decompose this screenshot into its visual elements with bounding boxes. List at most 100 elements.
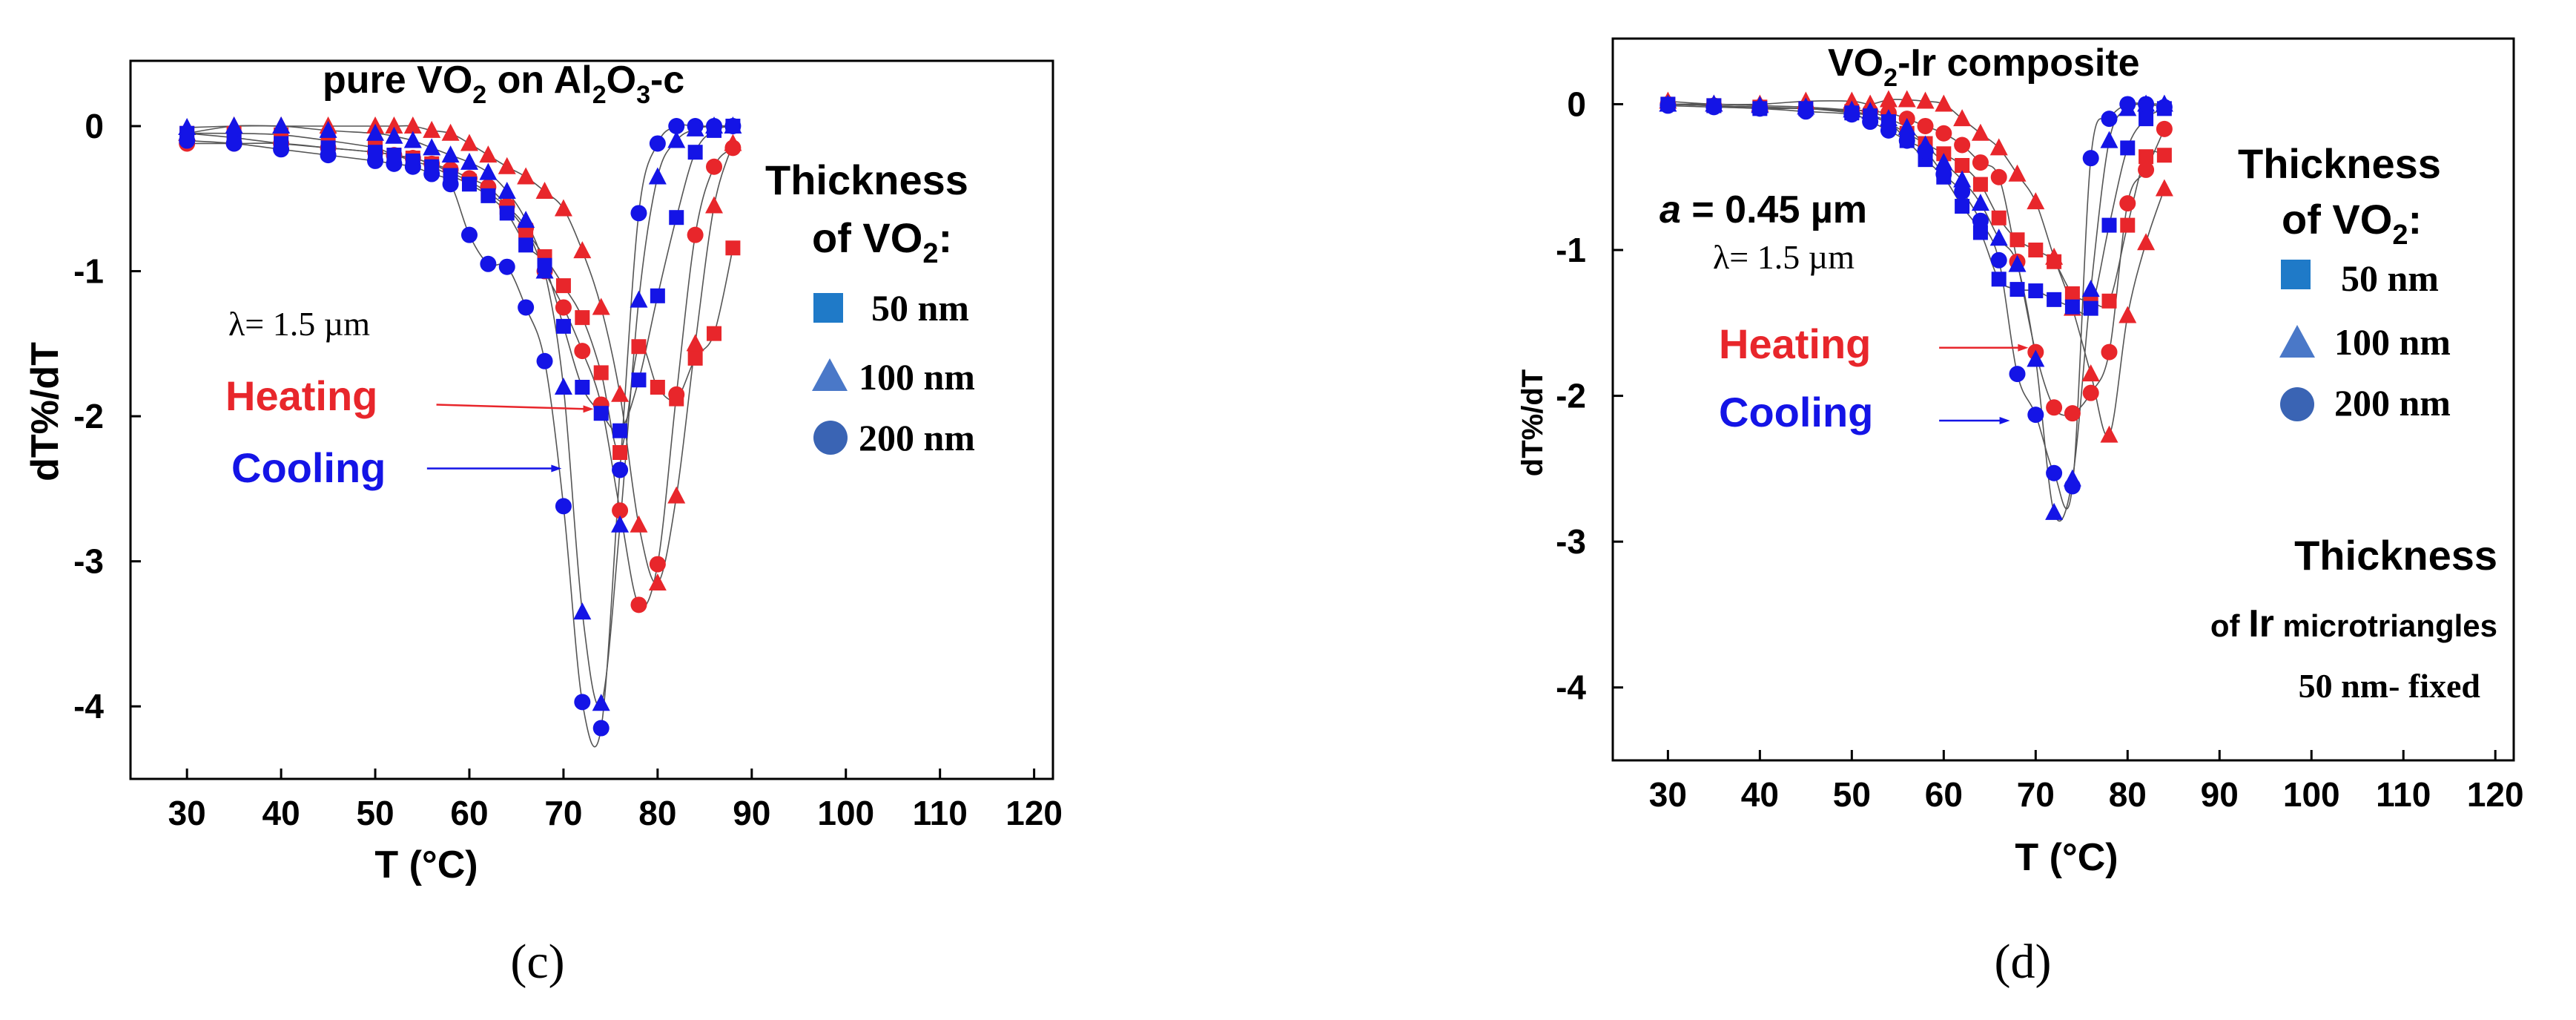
data-point-triangle	[385, 116, 403, 134]
x-axis-ticks: 30 40 50 60 70 80 90 100 110 120	[168, 769, 1063, 832]
data-point-triangle	[1953, 170, 1972, 188]
x-tick-label: 80	[2109, 775, 2147, 814]
data-point-circle	[1751, 100, 1768, 117]
legend-title-part: of VO	[2282, 196, 2392, 243]
annotation-arrows	[1939, 343, 2029, 425]
data-point-triangle	[1879, 90, 1898, 108]
chart-panel-d: 30 40 50 60 70 80 90 100 110 120 0 -1 -2 -3 -4 T (°C)…	[1516, 37, 2524, 989]
data-point-circle	[518, 299, 535, 316]
data-point-square	[669, 210, 684, 226]
data-point-square	[555, 278, 571, 294]
heating-arrow-head	[583, 405, 594, 413]
data-point-square	[1972, 225, 1988, 240]
data-point-circle	[668, 118, 685, 134]
title-part: O	[607, 59, 636, 102]
data-point-circle	[649, 135, 666, 152]
data-point-circle	[612, 502, 629, 519]
legend-label-200nm: 200 nm	[859, 417, 975, 458]
data-point-square	[612, 423, 628, 438]
x-tick-label: 120	[2467, 775, 2524, 814]
data-point-square	[593, 365, 609, 381]
data-point-circle	[592, 720, 610, 737]
data-point-triangle	[1898, 117, 1916, 135]
ir-element: Ir	[2248, 602, 2274, 645]
y-axis-ticks: 0 -1 -2 -3 -4	[73, 107, 141, 725]
data-point-circle	[574, 343, 591, 360]
data-point-triangle	[2155, 179, 2173, 197]
data-point-circle	[460, 226, 478, 243]
x-tick-label: 50	[356, 794, 394, 832]
data-point-square	[2009, 232, 2025, 248]
data-point-circle	[1935, 165, 1952, 182]
legend-title-line1: Thickness	[2238, 140, 2441, 187]
title-sub: 2	[592, 81, 607, 109]
data-point-circle	[724, 118, 742, 134]
data-point-circle	[386, 155, 403, 172]
x-tick-label: 90	[733, 794, 770, 832]
data-point-square	[725, 240, 741, 256]
data-point-circle	[555, 498, 572, 515]
period-value: = 0.45 µm	[1681, 188, 1867, 231]
data-point-triangle	[517, 167, 535, 185]
data-point-triangle	[611, 515, 630, 533]
data-point-square	[650, 380, 665, 395]
x-tick-label: 90	[2201, 775, 2239, 814]
cooling-label: Cooling	[231, 444, 386, 491]
data-point-square	[687, 350, 703, 366]
data-point-triangle	[2118, 306, 2137, 323]
data-point-circle	[273, 141, 290, 158]
title-part: VO	[1828, 42, 1883, 85]
legend-title-part: of VO	[812, 214, 922, 261]
data-point-triangle	[460, 152, 478, 170]
data-point-square	[480, 188, 496, 203]
data-point-triangle	[460, 134, 478, 151]
data-point-circle	[2082, 384, 2099, 401]
x-axis-label: T (°C)	[374, 843, 478, 886]
fit-curves	[187, 124, 734, 748]
data-point-triangle	[686, 334, 704, 352]
x-tick-label: 100	[817, 794, 874, 832]
data-point-square	[2156, 148, 2172, 163]
data-point-circle	[706, 158, 723, 175]
y-tick-label: -3	[1556, 522, 1586, 561]
data-point-square	[2028, 243, 2044, 258]
data-point-triangle	[1971, 194, 1989, 211]
data-point-square	[631, 372, 647, 388]
data-point-square	[2064, 286, 2080, 301]
data-point-circle	[225, 135, 242, 152]
series-fit-line	[187, 124, 733, 748]
data-point-triangle	[498, 182, 516, 199]
data-point-triangle	[535, 261, 554, 279]
data-point-circle	[1954, 183, 1971, 200]
data-point-triangle	[366, 123, 385, 141]
data-point-triangle	[2027, 349, 2045, 367]
data-point-triangle	[2137, 233, 2156, 251]
data-point-square	[575, 380, 590, 395]
data-point-triangle	[2081, 364, 2100, 382]
data-point-square	[518, 237, 534, 253]
data-point-circle	[1990, 251, 2007, 269]
heating-arrow-head	[2018, 343, 2029, 352]
data-point-square	[2083, 300, 2098, 316]
data-point-circle	[1972, 212, 1989, 229]
data-point-square	[575, 310, 590, 326]
x-tick-label: 110	[2376, 775, 2431, 814]
data-point-square	[707, 326, 722, 341]
period-symbol: a	[1659, 188, 1681, 231]
y-tick-label: -2	[1556, 377, 1586, 415]
data-point-circle	[2119, 96, 2136, 113]
data-point-circle	[1659, 97, 1677, 114]
wavelength-label: λ= 1.5 µm	[1713, 238, 1855, 276]
series-fit-line	[187, 125, 733, 707]
data-point-circle	[498, 258, 515, 275]
data-point-triangle	[1861, 102, 1880, 119]
legend-title-sub: 2	[922, 238, 938, 269]
data-point-circle	[480, 255, 497, 272]
data-point-triangle	[611, 384, 630, 402]
x-tick-label: 70	[544, 794, 582, 832]
data-point-square	[2101, 217, 2117, 233]
heating-label: Heating	[225, 372, 377, 419]
legend-title-line2: of VO2:	[2282, 196, 2422, 251]
ir-thickness-line3: 50 nm- fixed	[2299, 667, 2481, 705]
annotation-arrows	[426, 404, 594, 473]
